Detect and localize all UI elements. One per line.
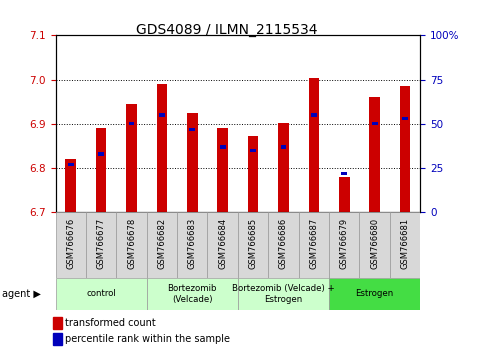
Text: GSM766687: GSM766687 bbox=[309, 218, 318, 269]
Bar bbox=[56, 278, 147, 310]
Bar bbox=[86, 212, 116, 278]
Bar bbox=[187, 113, 198, 212]
Text: Bortezomib
(Velcade): Bortezomib (Velcade) bbox=[168, 284, 217, 303]
Bar bbox=[278, 123, 289, 212]
Bar bbox=[98, 153, 104, 156]
Bar bbox=[65, 159, 76, 212]
Bar bbox=[147, 278, 238, 310]
Text: control: control bbox=[86, 289, 116, 298]
Bar bbox=[390, 212, 420, 278]
Bar bbox=[189, 128, 195, 131]
Bar bbox=[329, 212, 359, 278]
Bar bbox=[147, 212, 177, 278]
Text: GDS4089 / ILMN_2115534: GDS4089 / ILMN_2115534 bbox=[136, 23, 318, 37]
Bar bbox=[156, 84, 167, 212]
Text: percentile rank within the sample: percentile rank within the sample bbox=[65, 334, 230, 344]
Bar bbox=[208, 212, 238, 278]
Text: Estrogen: Estrogen bbox=[355, 289, 394, 298]
Bar bbox=[298, 212, 329, 278]
Bar bbox=[217, 129, 228, 212]
Bar bbox=[238, 278, 329, 310]
Bar bbox=[341, 172, 347, 175]
Bar bbox=[268, 212, 298, 278]
Text: GSM766680: GSM766680 bbox=[370, 218, 379, 269]
Bar bbox=[311, 113, 317, 117]
Bar bbox=[128, 122, 134, 125]
Text: GSM766682: GSM766682 bbox=[157, 218, 167, 269]
Bar bbox=[96, 129, 106, 212]
Bar bbox=[159, 113, 165, 117]
Bar bbox=[53, 317, 62, 329]
Bar bbox=[248, 136, 258, 212]
Bar bbox=[53, 333, 62, 346]
Bar bbox=[339, 177, 350, 212]
Bar bbox=[281, 145, 286, 149]
Text: transformed count: transformed count bbox=[65, 318, 156, 329]
Text: Bortezomib (Velcade) +
Estrogen: Bortezomib (Velcade) + Estrogen bbox=[232, 284, 335, 303]
Bar bbox=[126, 104, 137, 212]
Bar bbox=[250, 149, 256, 152]
Text: GSM766676: GSM766676 bbox=[66, 218, 75, 269]
Text: GSM766686: GSM766686 bbox=[279, 218, 288, 269]
Bar bbox=[177, 212, 208, 278]
Text: GSM766677: GSM766677 bbox=[97, 218, 106, 269]
Bar bbox=[402, 117, 408, 120]
Text: agent ▶: agent ▶ bbox=[2, 289, 41, 299]
Bar bbox=[359, 212, 390, 278]
Text: GSM766678: GSM766678 bbox=[127, 218, 136, 269]
Bar bbox=[309, 78, 319, 212]
Bar bbox=[220, 145, 226, 149]
Bar bbox=[238, 212, 268, 278]
Text: GSM766679: GSM766679 bbox=[340, 218, 349, 269]
Text: GSM766685: GSM766685 bbox=[249, 218, 257, 269]
Bar bbox=[369, 97, 380, 212]
Bar bbox=[56, 212, 86, 278]
Text: GSM766683: GSM766683 bbox=[188, 218, 197, 269]
Bar bbox=[116, 212, 147, 278]
Bar bbox=[400, 86, 411, 212]
Text: GSM766681: GSM766681 bbox=[400, 218, 410, 269]
Bar bbox=[68, 163, 74, 166]
Bar bbox=[329, 278, 420, 310]
Bar bbox=[372, 122, 378, 125]
Text: GSM766684: GSM766684 bbox=[218, 218, 227, 269]
